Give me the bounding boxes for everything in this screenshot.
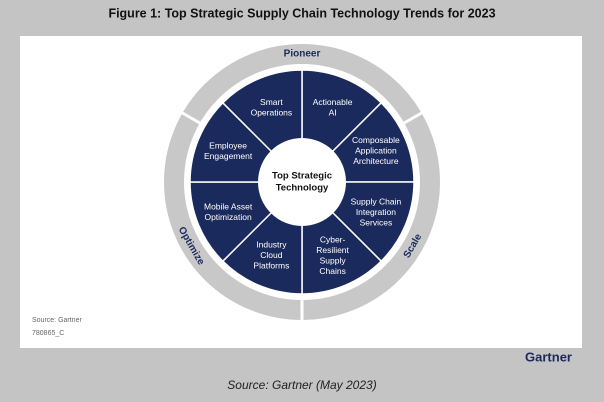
segment-label: Application [355,146,397,156]
segment-label: Services [360,217,393,227]
center-circle [258,138,346,226]
figure-title: Figure 1: Top Strategic Supply Chain Tec… [108,6,495,20]
segment-label: AI [329,108,337,118]
segment-label: Employee [209,140,247,150]
caption: Source: Gartner (May 2023) [227,378,376,392]
segment-label: Supply Chain [351,196,402,206]
segment-label: Resilient [316,245,349,255]
segment-label: Chains [319,266,345,276]
segment-label: Composable [352,135,400,145]
figure-id: 780865_C [32,330,64,337]
ring-divider [180,111,202,125]
segment-label: Actionable [313,97,353,107]
segment-label: Integration [356,207,396,217]
gartner-logo: Gartner [525,349,572,364]
segment-label: Operations [251,108,293,118]
segment-label: Supply [320,255,347,265]
ring-label: Pioneer [284,49,321,60]
segment-label: Cloud [260,250,282,260]
segment-label: Industry [256,240,287,250]
ring-divider [402,111,424,125]
center-label: Technology [276,183,329,194]
segment-label: Engagement [204,151,253,161]
segment-label: Optimization [204,212,252,222]
segment-label: Cyber- [320,234,346,244]
wheel: PioneerScaleOptimizeActionableAIComposab… [164,44,440,321]
center-label: Top Strategic [272,171,332,182]
segment-label: Mobile Asset [204,202,253,212]
segment-label: Platforms [253,261,289,271]
source-note: Source: Gartner [32,317,82,324]
segment-label: Smart [260,97,283,107]
segment-label: Architecture [353,156,399,166]
